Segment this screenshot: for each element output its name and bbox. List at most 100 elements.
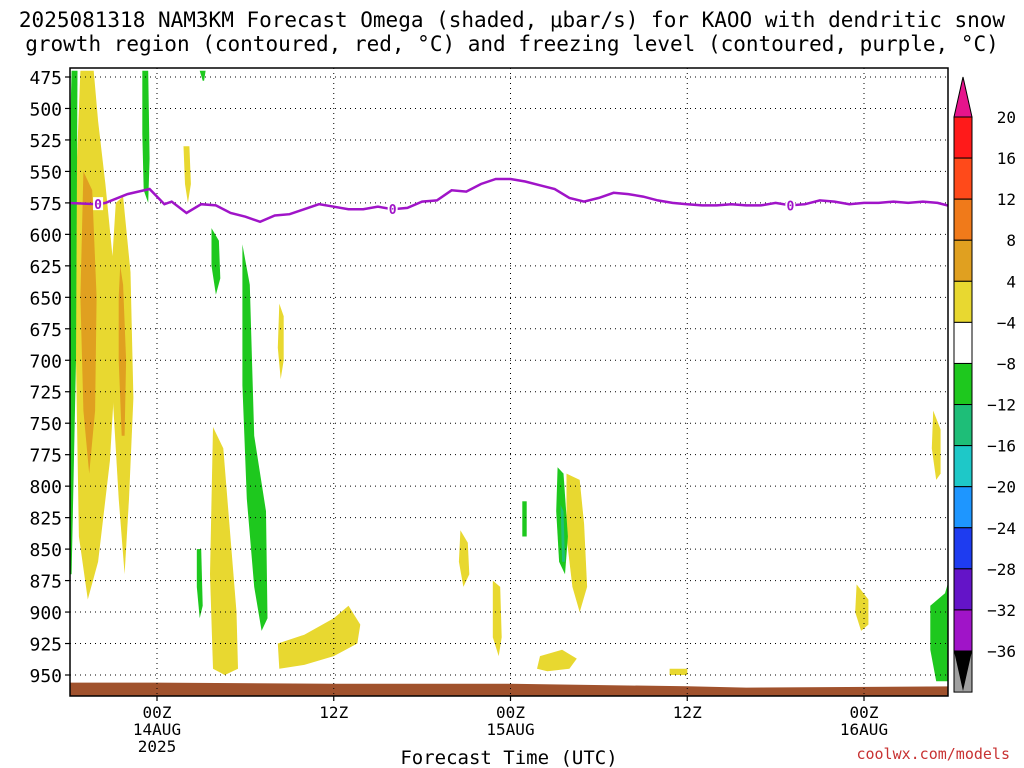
colorbar-label: −4	[997, 313, 1016, 332]
colorbar-swatch	[953, 116, 973, 159]
colorbar-label: −36	[987, 642, 1016, 661]
y-tick-label: 950	[29, 666, 62, 687]
omega-region-24	[930, 582, 948, 682]
colorbar-swatch	[953, 445, 973, 488]
omega-region-20	[196, 549, 203, 619]
x-tick-label: 14AUG	[133, 720, 181, 739]
omega-region-22	[560, 505, 565, 562]
plot-frame	[69, 67, 949, 697]
freezing-level-line	[70, 177, 948, 224]
colorbar-swatch	[953, 527, 973, 570]
omega-region-4	[183, 146, 191, 203]
y-tick-label: 500	[29, 99, 62, 120]
contour-label-bg	[93, 197, 104, 211]
omega-region-18	[211, 228, 221, 295]
y-tick-label: 800	[29, 477, 62, 498]
x-axis-label: Forecast Time (UTC)	[400, 747, 617, 768]
colorbar-swatch	[953, 280, 973, 323]
omega-region-23	[522, 501, 527, 537]
freezing-level-contour-label: 0	[389, 203, 397, 218]
freezing-level-contour-label: 0	[94, 198, 102, 213]
colorbar-label: −8	[997, 354, 1016, 373]
ground-surface	[70, 682, 948, 696]
colorbar-label: 4	[1006, 272, 1016, 291]
y-tick-label: 675	[29, 320, 62, 341]
colorbar-label: 12	[997, 190, 1016, 209]
omega-region-6	[277, 303, 284, 380]
chart-title-line-1: 2025081318 NAM3KM Forecast Omega (shaded…	[18, 8, 1006, 32]
colorbar-swatch	[953, 198, 973, 241]
omega-region-14	[931, 410, 941, 480]
colorbar-label: −16	[987, 437, 1016, 456]
omega-shading-layer	[70, 70, 948, 682]
x-tick-label: 12Z	[673, 703, 702, 722]
pressure-axis: 475 500 525 550 575 600 625 650 675 700 725 750 775 8…	[29, 68, 70, 687]
colorbar-swatch	[953, 609, 973, 652]
y-tick-label: 825	[29, 509, 62, 530]
colorbar-label: 20	[997, 108, 1016, 127]
colorbar-swatch	[953, 568, 973, 611]
colorbar-label: −20	[987, 478, 1016, 497]
omega-region-19	[242, 244, 268, 631]
colorbar-label: −28	[987, 560, 1016, 579]
x-tick-label: 00Z	[850, 703, 879, 722]
omega-region-7	[277, 605, 361, 669]
colorbar-label: −24	[987, 519, 1016, 538]
colorbar-swatch	[953, 321, 973, 364]
omega-region-12	[669, 668, 688, 675]
colorbar-swatch	[953, 157, 973, 200]
y-tick-label: 900	[29, 603, 62, 624]
contour-label-bg	[785, 198, 796, 212]
colorbar-label: 16	[997, 149, 1016, 168]
y-tick-label: 750	[29, 414, 62, 435]
omega-region-13	[855, 584, 869, 631]
y-tick-label: 775	[29, 446, 62, 467]
contour-label-bg	[387, 202, 398, 216]
ground-surface-layer	[70, 682, 948, 696]
colorbar-swatch	[953, 239, 973, 282]
x-tick-label: 2025	[138, 737, 177, 756]
omega-region-16	[142, 70, 150, 203]
x-tick-label: 00Z	[143, 703, 172, 722]
y-tick-label: 550	[29, 162, 62, 183]
y-tick-label: 850	[29, 540, 62, 561]
colorbar-label: 8	[1006, 231, 1016, 250]
x-tick-label: 16AUG	[840, 720, 888, 739]
y-tick-label: 475	[29, 68, 62, 89]
omega-region-10	[566, 473, 588, 613]
colorbar: 20 16 12 8 4 −4 −8 −12 −16 −20 −24 −28 −32 −36	[953, 76, 1016, 693]
freezing-level-layer: 0 0 0	[70, 177, 948, 224]
colorbar-top-arrow	[953, 76, 973, 118]
omega-region-15	[70, 70, 78, 575]
credit-text: coolwx.com/models	[856, 745, 1010, 763]
omega-region-3	[118, 265, 127, 436]
omega-region-9	[492, 580, 502, 657]
y-tick-label: 700	[29, 351, 62, 372]
y-tick-label: 525	[29, 131, 62, 152]
omega-region-1	[80, 171, 97, 474]
omega-region-17	[199, 70, 206, 81]
colorbar-bottom-arrow	[954, 651, 972, 691]
colorbar-swatch	[953, 486, 973, 529]
freezing-level-contour-label: 0	[786, 199, 794, 214]
omega-region-5	[210, 427, 238, 675]
y-tick-label: 650	[29, 288, 62, 309]
y-tick-label: 925	[29, 635, 62, 656]
omega-region-8	[458, 530, 470, 587]
x-tick-label: 00Z	[496, 703, 525, 722]
y-tick-label: 600	[29, 225, 62, 246]
colorbar-label: −32	[987, 601, 1016, 620]
y-tick-label: 725	[29, 383, 62, 404]
y-tick-label: 575	[29, 194, 62, 215]
omega-region-11	[537, 649, 577, 672]
y-tick-label: 625	[29, 257, 62, 278]
y-tick-label: 875	[29, 572, 62, 593]
x-tick-label: 15AUG	[486, 720, 534, 739]
chart-title-line-2: growth region (contoured, red, °C) and f…	[25, 32, 999, 56]
x-tick-label: 12Z	[319, 703, 348, 722]
colorbar-swatch	[953, 404, 973, 447]
colorbar-label: −12	[987, 396, 1016, 415]
colorbar-swatch	[953, 362, 973, 406]
